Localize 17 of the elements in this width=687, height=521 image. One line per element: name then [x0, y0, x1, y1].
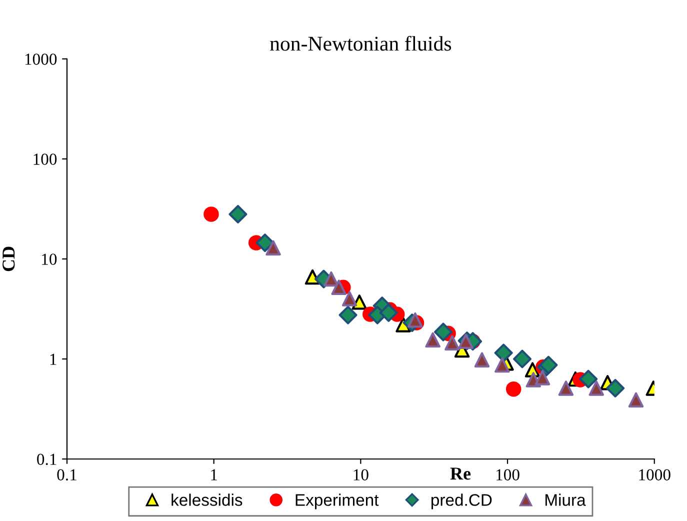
legend-label: Experiment [296, 494, 379, 510]
x-tick-label: 0.1 [57, 469, 76, 481]
legend-label: Miura [546, 494, 586, 506]
y-tick-label: 100 [34, 154, 57, 165]
x-tick-label: 1 [211, 469, 217, 480]
legend-label: pred.CD [431, 494, 492, 510]
y-tick-label: 0.1 [37, 454, 56, 466]
y-axis-title: CD [2, 246, 15, 272]
x-tick-label: 1000 [639, 469, 670, 480]
y-tick-label: 10 [42, 254, 57, 265]
x-axis-title: Re [450, 468, 471, 480]
x-tick-label: 10 [354, 469, 368, 480]
x-tick-label: 100 [496, 469, 520, 480]
y-tick-label: 1 [50, 354, 56, 365]
y-tick-label: 1000 [25, 54, 57, 65]
chart-title: non-Newtonian fluids [270, 36, 452, 51]
legend-label: kelessidis [172, 494, 242, 506]
